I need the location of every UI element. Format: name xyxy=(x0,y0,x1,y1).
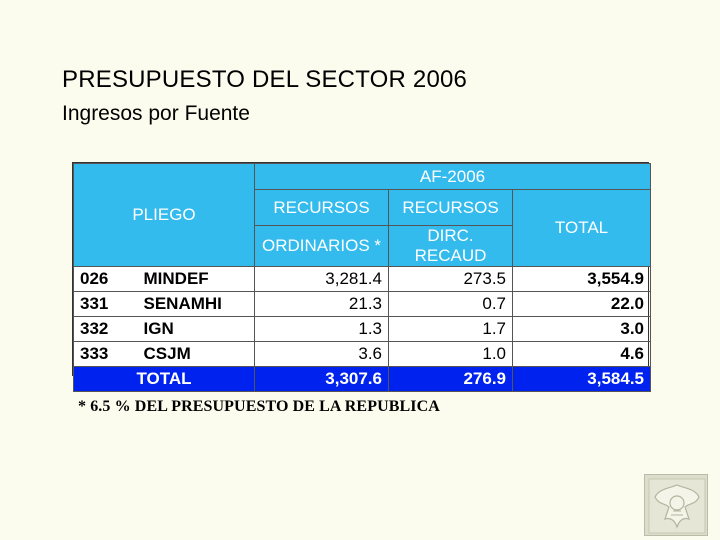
table-row: 332 IGN 1.3 1.7 3.0 xyxy=(73,316,652,342)
row-ro: 1.3 xyxy=(254,316,389,342)
row-ro: 3.6 xyxy=(254,341,389,367)
row-total: 22.0 xyxy=(511,291,652,317)
header-recursos-directamente: RECURSOS xyxy=(388,189,513,226)
header-pliego: PLIEGO xyxy=(73,163,255,267)
total-total: 3,584.5 xyxy=(511,366,652,392)
row-total: 4.6 xyxy=(511,341,652,367)
row-dr: 0.7 xyxy=(388,291,513,317)
total-dr: 276.9 xyxy=(388,366,513,392)
row-code: 331 xyxy=(73,291,138,317)
row-code: 026 xyxy=(73,266,138,292)
row-name: MINDEF xyxy=(137,266,255,292)
row-name: IGN xyxy=(137,316,255,342)
header-total: TOTAL xyxy=(511,189,652,267)
total-row: TOTAL 3,307.6 276.9 3,584.5 xyxy=(73,366,652,392)
row-name: CSJM xyxy=(137,341,255,367)
row-dr: 1.0 xyxy=(388,341,513,367)
header-ordinarios: ORDINARIOS * xyxy=(254,225,389,267)
row-code: 333 xyxy=(73,341,138,367)
row-code: 332 xyxy=(73,316,138,342)
table-row: 331 SENAMHI 21.3 0.7 22.0 xyxy=(73,291,652,317)
budget-table: PLIEGO AF-2006 RECURSOS RECURSOS TOTAL O… xyxy=(72,162,652,392)
coat-of-arms-icon xyxy=(644,474,708,536)
table-row: 026 MINDEF 3,281.4 273.5 3,554.9 xyxy=(73,266,652,292)
header-dirc-recaud: DIRC. RECAUD xyxy=(388,225,513,267)
row-dr: 1.7 xyxy=(388,316,513,342)
row-ro: 21.3 xyxy=(254,291,389,317)
row-dr: 273.5 xyxy=(388,266,513,292)
table-row: 333 CSJM 3.6 1.0 4.6 xyxy=(73,341,652,367)
page-subtitle: Ingresos por Fuente xyxy=(62,102,250,125)
footnote: * 6.5 % DEL PRESUPUESTO DE LA REPUBLICA xyxy=(78,398,440,415)
header-af-2006: AF-2006 xyxy=(253,163,652,190)
total-label: TOTAL xyxy=(73,366,255,392)
row-total: 3.0 xyxy=(511,316,652,342)
budget-table-grid: PLIEGO AF-2006 RECURSOS RECURSOS TOTAL O… xyxy=(73,163,652,392)
row-name: SENAMHI xyxy=(137,291,255,317)
row-total: 3,554.9 xyxy=(511,266,652,292)
row-ro: 3,281.4 xyxy=(254,266,389,292)
page-title: PRESUPUESTO DEL SECTOR 2006 xyxy=(62,66,468,93)
total-ro: 3,307.6 xyxy=(254,366,389,392)
header-recursos-ordinarios: RECURSOS xyxy=(254,189,389,226)
